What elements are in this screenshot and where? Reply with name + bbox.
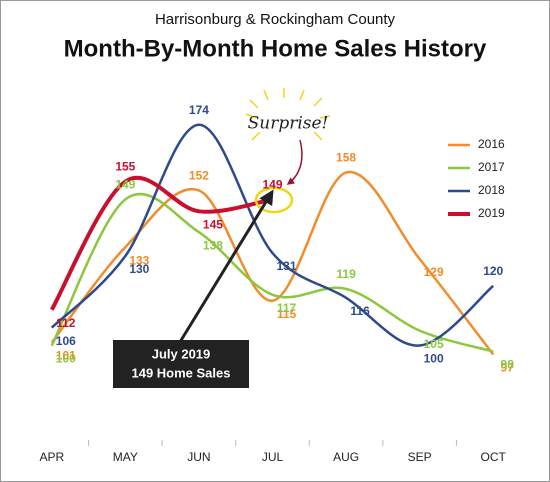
annotation-text: July 2019 <box>152 346 211 361</box>
data-label: 101 <box>56 349 76 363</box>
x-tick-label: JUN <box>187 450 210 464</box>
data-label: 106 <box>56 334 76 348</box>
data-label: 138 <box>203 238 223 252</box>
chart-subtitle: Harrisonburg & Rockingham County <box>155 11 396 28</box>
data-label: 100 <box>424 352 444 366</box>
x-tick-label: MAY <box>113 450 138 464</box>
x-tick-label: SEP <box>408 450 432 464</box>
data-label: 152 <box>189 169 209 183</box>
data-label: 105 <box>424 337 444 351</box>
data-label: 129 <box>424 265 444 279</box>
data-label: 116 <box>350 304 370 318</box>
data-label: 120 <box>483 264 503 278</box>
x-tick-label: AUG <box>333 450 359 464</box>
data-label: 145 <box>203 217 223 231</box>
data-label: 112 <box>56 316 76 330</box>
data-label: 155 <box>115 160 135 174</box>
annotation-text: 149 Home Sales <box>131 365 230 380</box>
chart-title: Month-By-Month Home Sales History <box>64 35 487 62</box>
data-label: 158 <box>336 151 356 165</box>
data-label: 149 <box>115 178 135 192</box>
data-label: 119 <box>336 267 356 281</box>
data-label: 98 <box>501 358 515 372</box>
x-tick-label: OCT <box>481 450 507 464</box>
series-line <box>50 175 273 311</box>
data-label: 133 <box>129 253 149 267</box>
legend-label: 2019 <box>478 206 505 220</box>
pointer-arrow <box>178 189 274 343</box>
highlight-circle <box>254 186 294 214</box>
callout-text: Surprise! <box>248 114 329 134</box>
series-line <box>50 170 495 356</box>
data-label: 100 <box>56 352 76 366</box>
series-line <box>50 123 495 347</box>
data-label: 97 <box>501 361 515 375</box>
data-label: 174 <box>189 103 209 117</box>
series-line <box>50 192 494 353</box>
x-tick-label: APR <box>39 450 64 464</box>
legend-label: 2016 <box>478 137 505 151</box>
plot-area <box>50 123 495 356</box>
legend-label: 2017 <box>478 160 505 174</box>
sun-rays <box>245 88 331 141</box>
data-label: 115 <box>277 307 297 321</box>
x-tick-label: JUL <box>262 450 284 464</box>
annotation-box <box>113 340 249 388</box>
legend-label: 2018 <box>478 183 505 197</box>
data-label: 131 <box>276 259 296 273</box>
data-label: 117 <box>277 301 297 315</box>
callout-arrow <box>286 139 303 185</box>
data-label: 130 <box>129 262 149 276</box>
data-label: 149 <box>262 178 282 192</box>
